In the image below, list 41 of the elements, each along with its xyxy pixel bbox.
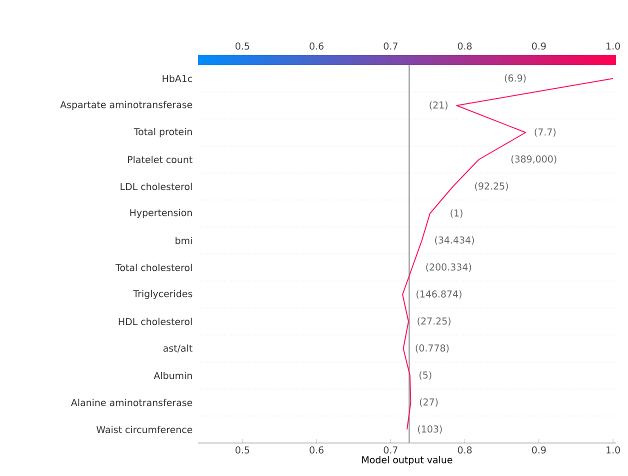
annotation: (92.25) [475,182,508,191]
y-tick-label: bmi [176,236,192,244]
annotation: (1) [450,209,462,218]
x-tick-label: 0.8 [458,446,472,454]
x-tick-label: 0.9 [532,446,546,454]
y-tick-label: Total protein [134,128,192,138]
annotation: (21) [430,101,448,110]
annotation: (34.434) [435,236,474,245]
x-tick-label: 0.5 [236,446,250,454]
y-tick-label: Waist circumference [96,426,192,434]
annotation: (27.25) [418,317,450,326]
annotation: (146.874) [416,290,462,299]
x-axis-title: Model output value [362,456,452,466]
annotation: (389,000) [511,155,556,164]
y-tick-label: ast/alt [163,344,192,353]
y-tick-label: Platelet count [128,156,192,164]
color-bar-label: 0.5 [236,42,250,50]
annotation: (7.7) [534,128,556,137]
annotation: (27) [420,398,438,407]
y-tick-label: Triglycerides [133,290,192,300]
annotation: (200.334) [426,263,472,272]
color-bar-label: 0.6 [310,42,324,50]
y-tick-label: Aspartate aminotransferase [60,100,192,110]
y-tick-label: HDL cholesterol [118,318,192,326]
x-tick-label: 0.7 [384,446,398,454]
y-tick-label: Hypertension [130,208,192,218]
x-tick-label: 0.6 [310,446,324,454]
color-bar-label: 0.9 [532,42,546,50]
annotation: (6.9) [504,74,526,83]
color-bar-label: 0.7 [384,42,398,50]
color-bar-label: 1.0 [606,42,620,50]
annotation: (5) [420,371,432,380]
annotation: (0.778) [416,344,449,353]
y-tick-label: Alanine aminotransferase [70,398,192,406]
y-tick-label: LDL cholesterol [120,182,192,190]
color-bar-label: 0.8 [458,42,472,50]
x-tick-label: 1.0 [606,446,620,454]
y-tick-label: Albumin [154,372,192,380]
y-tick-label: HbA1c [162,74,192,82]
y-tick-label: Total cholesterol [115,264,192,272]
annotation: (103) [418,425,442,434]
